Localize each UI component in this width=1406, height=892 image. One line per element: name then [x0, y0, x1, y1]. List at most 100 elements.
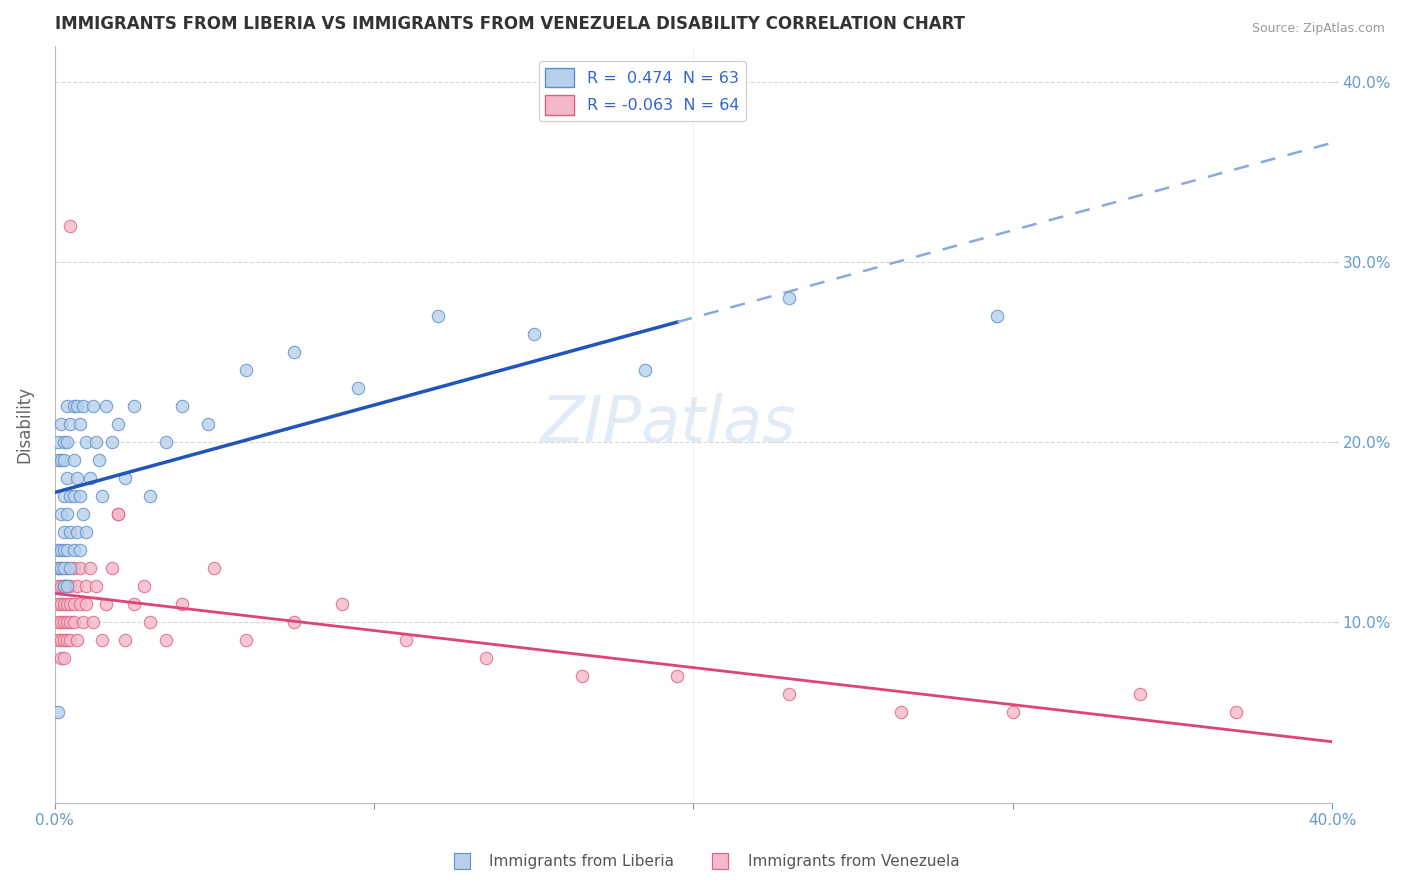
Point: [49, 651, 72, 665]
Point: [49, 543, 72, 558]
Point: [172, 399, 194, 413]
Point: [94, 597, 117, 611]
Point: [62, 615, 84, 630]
Point: [46, 561, 69, 575]
Point: [172, 597, 194, 611]
Point: [59, 633, 82, 648]
Point: [46, 706, 69, 720]
Point: [84, 579, 107, 593]
Point: [59, 219, 82, 233]
Point: [53, 489, 76, 503]
Point: [89, 453, 111, 467]
Point: [82, 399, 104, 413]
Point: [53, 633, 76, 648]
Point: [62, 597, 84, 611]
Point: [778, 291, 800, 305]
Point: [46, 579, 69, 593]
Point: [53, 579, 76, 593]
Text: Source: ZipAtlas.com: Source: ZipAtlas.com: [1251, 22, 1385, 36]
Point: [69, 543, 91, 558]
Point: [124, 597, 146, 611]
Point: [49, 561, 72, 575]
Point: [107, 507, 129, 521]
Point: [66, 525, 89, 540]
Point: [91, 489, 114, 503]
Point: [1001, 706, 1024, 720]
Point: [62, 489, 84, 503]
Point: [59, 489, 82, 503]
Point: [49, 507, 72, 521]
Point: [75, 525, 97, 540]
Point: [62, 453, 84, 467]
Point: [778, 687, 800, 701]
Point: [69, 561, 91, 575]
Point: [1225, 706, 1247, 720]
Point: [49, 417, 72, 431]
Point: [56, 633, 79, 648]
Point: [426, 309, 449, 323]
Point: [49, 615, 72, 630]
Point: [395, 633, 418, 648]
Point: [59, 579, 82, 593]
Point: [53, 597, 76, 611]
Point: [139, 615, 162, 630]
Point: [69, 597, 91, 611]
Point: [634, 363, 657, 377]
Point: [56, 543, 79, 558]
Point: [330, 597, 353, 611]
Point: [46, 453, 69, 467]
Point: [202, 561, 225, 575]
Point: [46, 597, 69, 611]
Point: [72, 615, 94, 630]
Point: [72, 507, 94, 521]
Point: [49, 597, 72, 611]
Point: [75, 435, 97, 450]
Point: [49, 453, 72, 467]
Point: [107, 507, 129, 521]
Point: [46, 435, 69, 450]
Point: [53, 525, 76, 540]
Point: [59, 561, 82, 575]
Point: [56, 399, 79, 413]
Point: [53, 579, 76, 593]
Legend: Immigrants from Liberia, Immigrants from Venezuela: Immigrants from Liberia, Immigrants from…: [440, 848, 966, 875]
Point: [56, 507, 79, 521]
Point: [79, 561, 101, 575]
Point: [46, 543, 69, 558]
Point: [59, 525, 82, 540]
Point: [46, 561, 69, 575]
Point: [66, 471, 89, 485]
Point: [66, 579, 89, 593]
Point: [59, 417, 82, 431]
Point: [155, 435, 177, 450]
Point: [571, 669, 593, 683]
Point: [1129, 687, 1152, 701]
Point: [69, 417, 91, 431]
Point: [53, 435, 76, 450]
Point: [283, 615, 305, 630]
Point: [890, 706, 912, 720]
Point: [107, 417, 129, 431]
Point: [283, 345, 305, 359]
Point: [56, 561, 79, 575]
Point: [53, 561, 76, 575]
Point: [56, 597, 79, 611]
Point: [91, 633, 114, 648]
Point: [56, 579, 79, 593]
Point: [139, 489, 162, 503]
Point: [66, 399, 89, 413]
Point: [79, 471, 101, 485]
Text: ZIPatlas: ZIPatlas: [540, 393, 796, 455]
Point: [347, 381, 370, 395]
Point: [59, 597, 82, 611]
Point: [56, 579, 79, 593]
Point: [114, 633, 136, 648]
Point: [66, 633, 89, 648]
Point: [46, 615, 69, 630]
Point: [53, 615, 76, 630]
Point: [53, 453, 76, 467]
Point: [986, 309, 1008, 323]
Point: [53, 579, 76, 593]
Point: [62, 399, 84, 413]
Point: [235, 633, 257, 648]
